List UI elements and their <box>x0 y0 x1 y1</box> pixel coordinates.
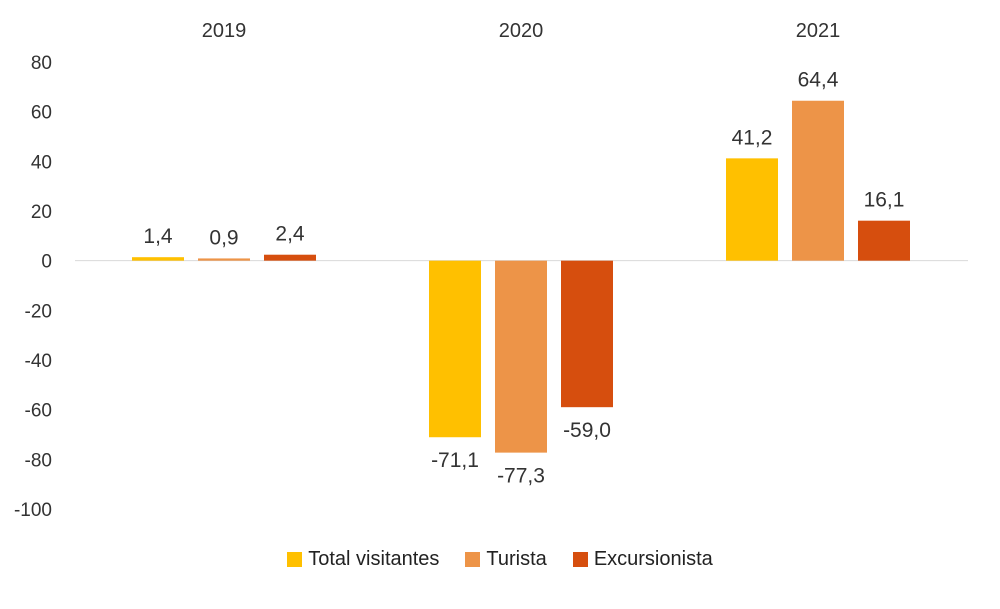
bar-turista-2020 <box>495 260 547 453</box>
legend-swatch-turista <box>465 552 481 567</box>
bar-turista-2019 <box>198 258 250 261</box>
legend-label-excursionista: Excursionista <box>593 548 713 570</box>
y-tick-label: -80 <box>25 450 52 471</box>
y-tick-label: 20 <box>31 202 52 223</box>
data-label: -59,0 <box>563 419 611 442</box>
data-label: 64,4 <box>798 69 839 92</box>
bar-total-visitantes-2020 <box>429 260 481 438</box>
data-label: 1,4 <box>143 225 173 248</box>
bar-total-visitantes-2021 <box>726 158 778 261</box>
legend-label-turista: Turista <box>486 548 547 570</box>
legend-swatch-total-visitantes <box>287 552 303 567</box>
bars <box>132 100 910 453</box>
y-tick-label: -20 <box>25 301 52 322</box>
category-label: 2019 <box>202 20 247 42</box>
data-label: -77,3 <box>497 465 545 488</box>
category-label: 2021 <box>796 20 841 42</box>
legend-swatch-excursionista <box>572 552 588 567</box>
y-tick-label: -40 <box>25 351 52 372</box>
bar-excursionista-2020 <box>561 260 613 408</box>
legend-label-total-visitantes: Total visitantes <box>308 548 440 570</box>
data-label: 41,2 <box>732 126 773 149</box>
bar-excursionista-2019 <box>264 254 316 261</box>
data-labels: 1,4 0,9 2,4 -71,1 -77,3 -59,0 41,2 64,4 16,1 <box>143 69 904 488</box>
category-label: 2020 <box>499 20 544 42</box>
data-label: 0,9 <box>209 226 238 249</box>
y-tick-label: 80 <box>31 53 52 74</box>
y-tick-label: -60 <box>25 401 52 422</box>
data-label: -71,1 <box>431 449 479 472</box>
bar-turista-2021 <box>792 100 844 261</box>
legend-item-turista: Turista <box>465 548 547 571</box>
legend: Total visitantes Turista Excursionista <box>0 548 1000 571</box>
bar-total-visitantes-2019 <box>132 257 184 261</box>
y-tick-label: 40 <box>31 152 52 173</box>
y-tick-label: -100 <box>14 500 52 521</box>
category-labels: 2019 2020 2021 <box>202 20 841 42</box>
bar-excursionista-2021 <box>858 220 910 261</box>
data-label: 2,4 <box>275 223 305 246</box>
legend-item-total-visitantes: Total visitantes <box>287 548 439 571</box>
data-label: 16,1 <box>864 189 905 212</box>
y-tick-label: 0 <box>41 252 52 273</box>
legend-item-excursionista: Excursionista <box>572 548 713 571</box>
y-axis: 80 60 40 20 0 -20 -40 -60 -80 -100 <box>14 53 52 521</box>
y-tick-label: 60 <box>31 103 52 124</box>
